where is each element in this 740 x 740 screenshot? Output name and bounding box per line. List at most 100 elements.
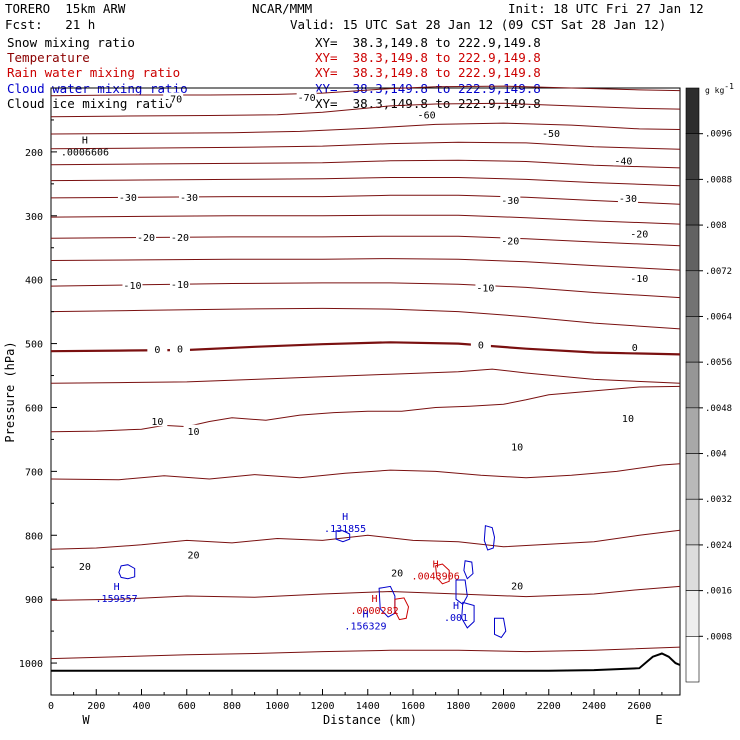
- cloud-water-contour: [483, 525, 496, 551]
- contour-label-bg: [183, 548, 204, 560]
- x-tick-label: 2400: [582, 701, 606, 712]
- cloud-water-contour: [455, 579, 468, 606]
- cloud-water-contour: [118, 564, 136, 580]
- terrain-line: [51, 652, 681, 672]
- temperature-contour-label: -60: [418, 110, 436, 121]
- colorbar-segment: [685, 590, 700, 637]
- temperature-contour-label: -70: [164, 95, 182, 106]
- temperature-contour-label: -70: [298, 93, 316, 104]
- x-tick-label: 600: [178, 701, 196, 712]
- contour-label-bg: [122, 279, 143, 291]
- extremum-marker: H: [114, 582, 120, 593]
- temperature-contour: [50, 102, 681, 118]
- contour-label-bg: [169, 277, 190, 289]
- colorbar-tick-label: .0088: [705, 175, 732, 185]
- temperature-contour-label: -20: [171, 233, 189, 244]
- colorbar-tick-label: .0024: [705, 541, 732, 551]
- x-tick-label: 1200: [310, 701, 334, 712]
- temperature-contour-label: -40: [614, 156, 632, 167]
- x-axis-label: Distance (km): [323, 713, 417, 727]
- temperature-contour-label: 0: [177, 344, 183, 355]
- x-tick-label: 200: [87, 701, 105, 712]
- temperature-contour-label: 0: [478, 340, 484, 351]
- contour-label-bg: [147, 415, 168, 427]
- temperature-contour: [50, 463, 681, 481]
- colorbar-tick-label: .0008: [705, 632, 732, 642]
- temperature-contour-label: -30: [119, 193, 137, 204]
- header-org: NCAR/MMM: [252, 1, 313, 16]
- temperature-contour-label: -10: [630, 274, 648, 285]
- temperature-contour: [50, 282, 681, 299]
- temperature-contour-label: 10: [188, 427, 200, 438]
- extremum-value: .0000282: [350, 606, 398, 617]
- plot-frame: [50, 87, 681, 696]
- x-tick-label: 1800: [446, 701, 470, 712]
- contour-label-bg: [136, 231, 157, 243]
- extremum-value: .131855: [324, 524, 366, 535]
- temperature-contour: [50, 258, 681, 271]
- extremum-marker: H: [362, 610, 368, 621]
- temperature-contour: [50, 177, 681, 187]
- colorbar-tick-label: .0072: [705, 267, 732, 277]
- contour-label-bg: [147, 342, 168, 354]
- extremum-marker: H: [342, 512, 348, 523]
- temperature-contour: [50, 141, 681, 150]
- field-cloud-water-label: Cloud water mixing ratio: [7, 81, 188, 96]
- x-tick-label: 1000: [265, 701, 289, 712]
- extremum-value: .0043906: [412, 572, 460, 583]
- contour-label-bg: [296, 91, 317, 103]
- temperature-contour-label: -30: [619, 194, 637, 205]
- colorbar-segment: [685, 87, 700, 134]
- temperature-contour-label: 20: [391, 569, 403, 580]
- contour-label-bg: [629, 272, 650, 284]
- colorbar-segment: [685, 224, 700, 272]
- colorbar-segment: [685, 316, 700, 363]
- y-tick-label: 700: [25, 467, 43, 478]
- y-axis-label: Pressure (hPa): [3, 341, 17, 442]
- extremum-marker: H: [82, 135, 88, 146]
- contour-label-bg: [179, 190, 200, 202]
- temperature-contour-label: 20: [188, 551, 200, 562]
- temperature-contour-label: -20: [501, 236, 519, 247]
- x-tick-label: 2600: [627, 701, 651, 712]
- cloud-water-contour: [461, 601, 475, 629]
- contour-label-bg: [617, 411, 638, 423]
- temperature-contour-label: 20: [511, 581, 523, 592]
- temperature-contour-label: -10: [171, 280, 189, 291]
- field-rain-label: Rain water mixing ratio: [7, 65, 181, 80]
- x-left-end-label: W: [82, 713, 90, 727]
- colorbar-tick-label: .0064: [705, 312, 732, 322]
- temperature-contour: [50, 341, 681, 356]
- colorbar-segment: [685, 133, 700, 180]
- extremum-value: .0006606: [61, 147, 109, 158]
- colorbar-segment: [685, 407, 700, 454]
- x-right-end-label: E: [655, 713, 662, 727]
- contour-label-bg: [163, 92, 184, 104]
- extremum-marker: H: [433, 560, 439, 571]
- field-rain-xy: XY= 38.3,149.8 to 222.9,149.8: [315, 65, 541, 80]
- contour-label-bg: [541, 127, 562, 139]
- colorbar-units: g kg-1: [705, 82, 734, 95]
- x-tick-label: 800: [223, 701, 241, 712]
- cloud-water-contour: [335, 530, 351, 543]
- header-valid: Valid: 15 UTC Sat 28 Jan 12 (09 CST Sat …: [290, 17, 667, 32]
- colorbar-tick-label: .008: [705, 221, 727, 231]
- colorbar-segment: [685, 544, 700, 591]
- temperature-contour-label: 10: [151, 417, 163, 428]
- temperature-contour: [50, 307, 681, 330]
- colorbar-segment: [685, 179, 700, 226]
- temperature-contour: [50, 385, 681, 433]
- rain-water-contour: [435, 563, 450, 585]
- y-tick-label: 800: [25, 531, 43, 542]
- temperature-contour-label: -30: [501, 196, 519, 207]
- temperature-contour: [50, 214, 681, 225]
- temperature-contour-label: 20: [79, 562, 91, 573]
- temperature-contour-label: -50: [542, 129, 560, 140]
- temperature-contour: [50, 529, 681, 550]
- temperature-contour: [50, 585, 681, 601]
- x-tick-label: 0: [48, 701, 54, 712]
- y-tick-label: 200: [25, 148, 43, 159]
- header-fcst: Fcst: 21 h: [5, 17, 96, 32]
- temperature-contour-label: 0: [632, 343, 638, 354]
